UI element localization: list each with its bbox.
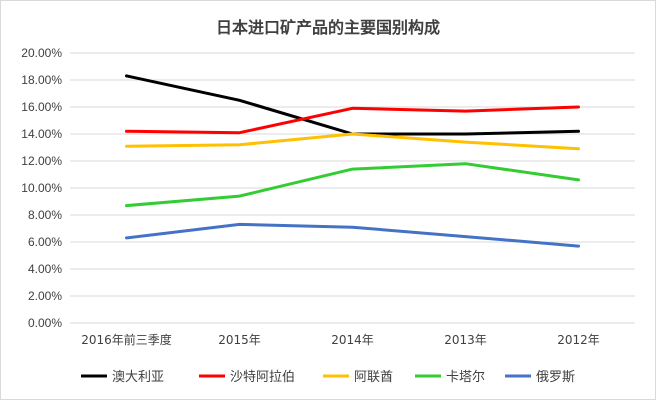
y-tick-label: 0.00%	[28, 316, 62, 330]
series-line-3	[125, 162, 580, 208]
legend-item: 沙特阿拉伯	[199, 370, 295, 385]
y-tick-label: 2.00%	[28, 289, 62, 303]
x-tick-label: 2013年	[444, 333, 487, 347]
series-lines	[125, 74, 580, 248]
legend-label: 阿联酋	[354, 369, 393, 385]
x-tick-label: 2016年前三季度	[81, 332, 172, 347]
legend-label: 俄罗斯	[536, 370, 575, 385]
y-tick-label: 10.00%	[21, 181, 62, 195]
legend-label: 沙特阿拉伯	[230, 370, 295, 385]
series-line-2	[125, 132, 580, 151]
legend-label: 澳大利亚	[112, 369, 164, 385]
y-axis-ticks: 0.00% 2.00% 4.00% 6.00% 8.00% 10.00% 12.00% 14.…	[21, 46, 62, 330]
legend-item: 澳大利亚	[81, 369, 164, 385]
y-tick-label: 12.00%	[21, 154, 62, 168]
series-line-4	[125, 222, 580, 248]
legend-item: 卡塔尔	[415, 370, 485, 385]
y-tick-label: 20.00%	[21, 46, 62, 60]
x-tick-label: 2012年	[557, 333, 600, 347]
x-axis-ticks: 2016年前三季度 2015年 2014年 2013年 2012年	[81, 332, 600, 347]
y-tick-label: 8.00%	[28, 208, 62, 222]
legend-label: 卡塔尔	[446, 370, 485, 385]
y-tick-label: 14.00%	[21, 127, 62, 141]
y-tick-label: 18.00%	[21, 73, 62, 87]
legend: 澳大利亚 沙特阿拉伯 阿联酋 卡塔尔 俄罗斯	[81, 369, 575, 385]
chart-title: 日本进口矿产品的主要国别构成	[216, 18, 440, 37]
legend-item: 阿联酋	[323, 369, 393, 385]
y-tick-label: 6.00%	[28, 235, 62, 249]
y-tick-label: 4.00%	[28, 262, 62, 276]
x-tick-label: 2015年	[218, 333, 261, 347]
legend-item: 俄罗斯	[505, 370, 575, 385]
y-tick-label: 16.00%	[21, 100, 62, 114]
series-line-1	[125, 105, 580, 135]
x-tick-label: 2014年	[331, 333, 374, 347]
